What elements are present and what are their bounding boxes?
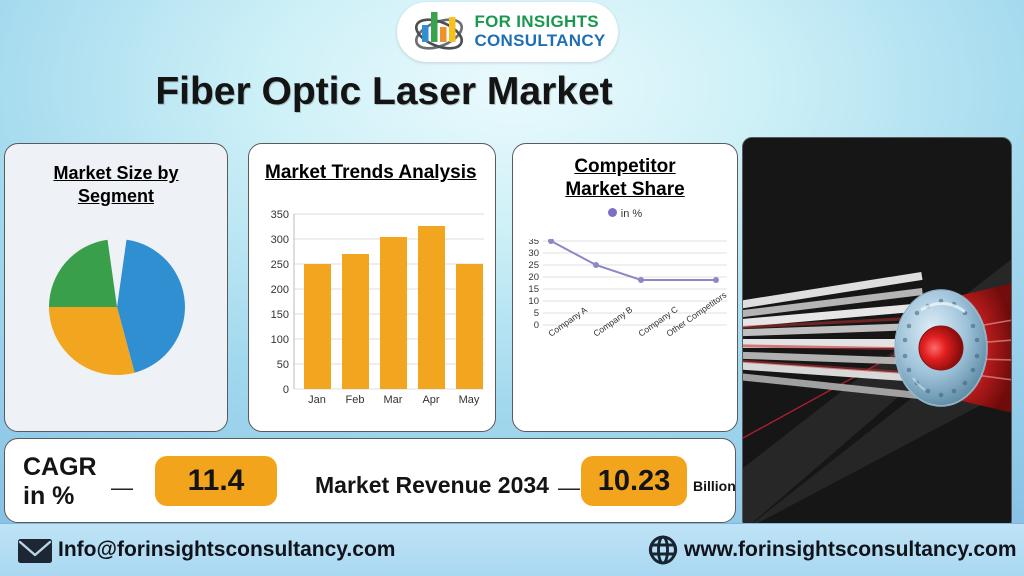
svg-text:30: 30 <box>528 248 539 259</box>
svg-text:May: May <box>459 394 480 406</box>
svg-text:Company B: Company B <box>591 304 634 338</box>
svg-text:15: 15 <box>528 284 539 295</box>
svg-text:50: 50 <box>277 359 289 371</box>
svg-text:350: 350 <box>271 209 289 221</box>
svg-text:5: 5 <box>534 308 539 319</box>
svg-text:Company A: Company A <box>546 305 589 339</box>
svg-text:10: 10 <box>528 296 539 307</box>
svg-text:250: 250 <box>271 259 289 271</box>
svg-text:Apr: Apr <box>422 394 439 406</box>
svg-text:150: 150 <box>271 309 289 321</box>
svg-text:100: 100 <box>271 334 289 346</box>
svg-text:Jan: Jan <box>308 394 326 406</box>
svg-text:0: 0 <box>283 384 289 396</box>
svg-text:35: 35 <box>528 239 539 247</box>
svg-text:0: 0 <box>534 320 539 331</box>
svg-text:Feb: Feb <box>346 394 365 406</box>
svg-text:20: 20 <box>528 272 539 283</box>
svg-text:300: 300 <box>271 234 289 246</box>
svg-text:Mar: Mar <box>384 394 403 406</box>
svg-text:25: 25 <box>528 260 539 271</box>
svg-text:200: 200 <box>271 284 289 296</box>
